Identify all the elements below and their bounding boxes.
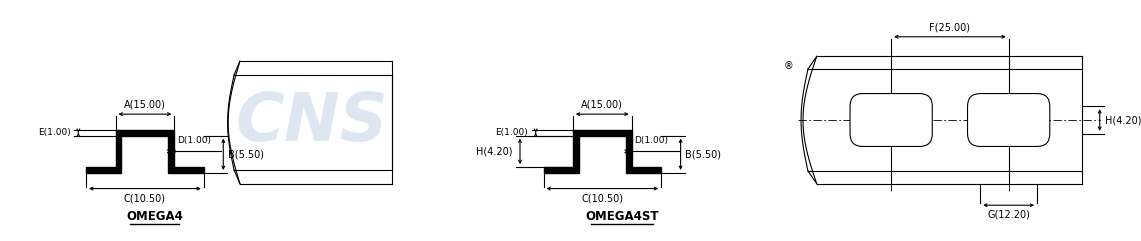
Text: F(25.00): F(25.00) [930, 23, 970, 33]
FancyBboxPatch shape [968, 94, 1050, 147]
Polygon shape [625, 167, 661, 173]
Polygon shape [87, 167, 121, 173]
Polygon shape [573, 136, 578, 167]
Polygon shape [115, 136, 121, 167]
Text: E(1.00): E(1.00) [38, 128, 71, 137]
FancyBboxPatch shape [850, 94, 932, 147]
Polygon shape [625, 136, 632, 167]
Text: CNS: CNS [235, 89, 388, 155]
Text: G(12.20): G(12.20) [987, 209, 1030, 219]
Text: E(1.00): E(1.00) [495, 128, 528, 137]
Text: C(10.50): C(10.50) [581, 194, 623, 203]
Text: A(15.00): A(15.00) [581, 99, 623, 109]
Text: D(1.00): D(1.00) [634, 136, 669, 146]
Text: OMEGA4ST: OMEGA4ST [585, 210, 658, 223]
Text: D(1.00): D(1.00) [177, 136, 211, 146]
Text: B(5.50): B(5.50) [686, 149, 721, 159]
Text: C(10.50): C(10.50) [124, 194, 165, 203]
Polygon shape [543, 167, 578, 173]
Text: B(5.50): B(5.50) [228, 149, 265, 159]
Polygon shape [115, 130, 175, 136]
Text: OMEGA4: OMEGA4 [127, 210, 184, 223]
Text: H(4.20): H(4.20) [1104, 115, 1141, 125]
Polygon shape [169, 136, 175, 167]
Text: H(4.20): H(4.20) [476, 146, 512, 156]
Polygon shape [169, 167, 204, 173]
Text: A(15.00): A(15.00) [124, 99, 165, 109]
Polygon shape [573, 130, 632, 136]
Text: ®: ® [784, 61, 793, 71]
